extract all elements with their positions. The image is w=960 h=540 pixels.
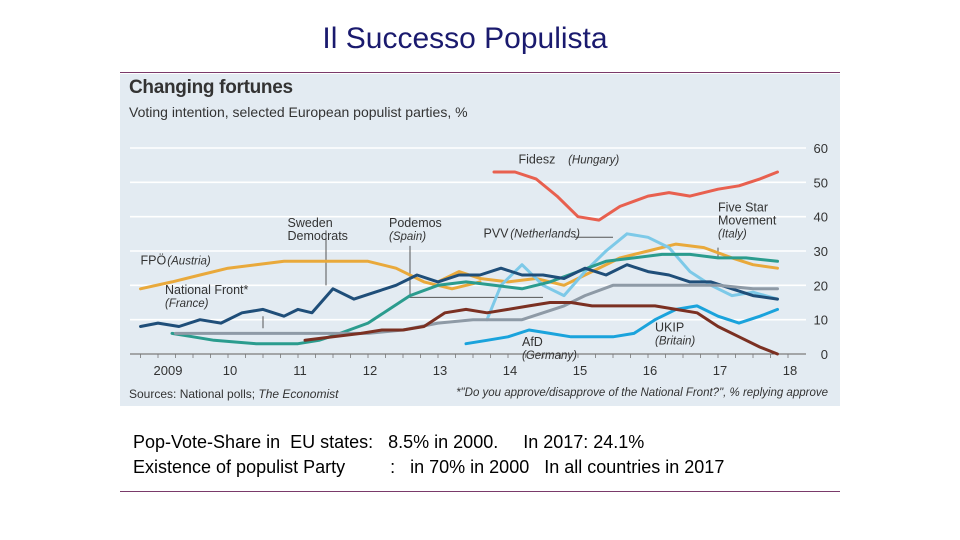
caption-party-existence: Existence of populist Party : in 70% in … [133,457,725,477]
annotation-sweden: Sweden [288,216,333,230]
chart-subtitle: Voting intention, selected European popu… [129,104,468,120]
line-chart: 0 10 20 30 40 50 60 2009 10 11 12 13 14 15 16 17 18 Fides… [130,141,828,378]
x-tick-label: 16 [643,363,657,378]
y-tick-label: 10 [814,313,828,328]
chart-source-name: The Economist [258,387,339,401]
x-tick-label: 10 [223,363,237,378]
series-line-five-star-movement [436,242,779,287]
slide-title: Il Successo Populista [322,22,608,55]
annotation-fp-note: (Austria) [167,256,211,268]
y-tick-label: 60 [814,141,828,156]
x-tick-label: 12 [363,363,377,378]
series-line-ukip [303,301,779,356]
annotation-afd: AfD [522,335,543,349]
annotation-afd-note: (Germany) [522,350,577,362]
series-line-fidesz [492,170,779,222]
chart-title: Changing fortunes [129,77,293,98]
y-tick-label: 20 [814,278,828,293]
chart-footnote-text: *"Do you approve/disapprove of the Natio… [456,387,828,399]
x-tick-label: 13 [433,363,447,378]
x-tick-label: 11 [293,363,307,378]
series-line-afd [464,304,779,346]
annotation-pvv-note: (Netherlands) [510,228,580,240]
annotation-podemos-note: (Spain) [389,231,426,243]
annotation-podemos: Podemos [389,216,442,230]
annotation-five-star: Five Star [718,201,768,215]
x-tick-label: 2009 [154,363,183,378]
annotation-ukip: UKIP [655,321,684,335]
chart-footnote: *"Do you approve/disapprove of the Natio… [456,387,828,399]
series-line-sweden-democrats [170,252,779,346]
y-tick-label: 0 [821,347,828,362]
x-tick-label: 15 [573,363,587,378]
chart-figure: 0 10 20 30 40 50 60 2009 10 11 12 13 14 15 16 17 18 Fides… [120,74,840,406]
y-tick-label: 30 [814,244,828,259]
series-line-fp [139,259,482,291]
annotation-national-front: National Front* [165,283,249,297]
bottom-rule [120,491,840,492]
y-tick-label: 50 [814,175,828,190]
x-tick-label: 18 [783,363,797,378]
annotation-five-star-line2: Movement [718,214,777,228]
annotation-fp: FPÖ [141,254,167,268]
annotation-national-front-note: (France) [165,298,209,310]
chart-source: Sources: National polls; The Economist [129,387,338,401]
annotation-sweden-line2: Democrats [288,229,348,243]
chart-source-prefix: Sources: National polls; [129,387,259,401]
x-tick-label: 14 [503,363,517,378]
x-tick-label: 17 [713,363,727,378]
annotation-pvv: PVV [484,226,510,240]
series-line-pvv [485,232,779,322]
caption-vote-share: Pop-Vote-Share in EU states: 8.5% in 200… [133,432,645,452]
top-rule [120,72,840,73]
annotation-five-star-note: (Italy) [718,229,747,241]
annotation-fidesz-note: (Hungary) [568,154,619,166]
annotation-ukip-note: (Britain) [655,336,695,348]
y-tick-label: 40 [814,210,828,225]
series-line-national-front [139,263,779,328]
annotation-fidesz: Fidesz [519,152,556,166]
